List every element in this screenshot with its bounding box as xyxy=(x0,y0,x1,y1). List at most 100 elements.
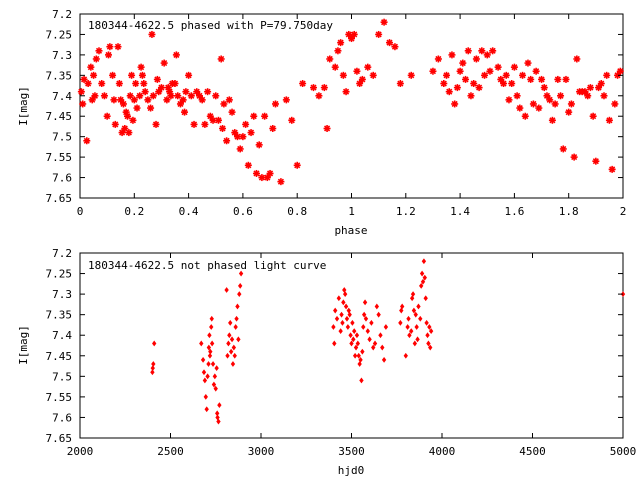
data-point xyxy=(589,112,597,120)
data-point xyxy=(199,340,204,347)
data-point xyxy=(351,336,356,343)
data-point xyxy=(358,356,363,363)
data-point xyxy=(414,324,419,330)
y-tick-label: 7.65 xyxy=(46,432,73,445)
data-point xyxy=(242,120,250,128)
data-point xyxy=(605,116,613,124)
data-point xyxy=(353,67,361,75)
data-point xyxy=(209,340,215,347)
data-point xyxy=(412,340,418,347)
data-point xyxy=(225,352,230,359)
data-point xyxy=(124,112,132,120)
data-point xyxy=(215,410,220,417)
x-tick-label: 0.2 xyxy=(124,205,144,218)
data-point xyxy=(419,282,424,289)
x-tick-label: 5000 xyxy=(610,445,637,458)
data-point xyxy=(334,315,340,322)
y-tick-label: 7.2 xyxy=(52,247,72,260)
data-point xyxy=(209,324,214,330)
x-tick-label: 1.6 xyxy=(504,205,524,218)
data-point xyxy=(125,129,133,137)
data-point xyxy=(338,328,343,335)
data-point xyxy=(565,108,573,116)
data-point xyxy=(584,92,592,100)
data-point xyxy=(201,120,209,128)
data-point xyxy=(467,92,475,100)
data-point xyxy=(152,120,160,128)
data-point xyxy=(204,88,212,96)
data-point xyxy=(540,84,548,92)
data-point xyxy=(355,340,361,347)
data-point xyxy=(255,141,263,149)
data-point xyxy=(239,133,247,141)
data-point xyxy=(391,43,399,51)
data-point xyxy=(111,120,119,128)
data-point xyxy=(91,92,99,100)
x-tick-label: 2500 xyxy=(157,445,184,458)
data-point xyxy=(309,84,317,92)
data-point xyxy=(269,124,277,132)
data-point xyxy=(212,373,218,380)
data-point xyxy=(342,291,348,298)
y-tick-label: 7.4 xyxy=(52,90,72,103)
data-point xyxy=(586,84,594,92)
data-point xyxy=(181,108,189,116)
data-point xyxy=(380,344,385,351)
y-tick-label: 7.6 xyxy=(52,172,72,185)
data-point xyxy=(198,96,206,104)
data-point xyxy=(87,63,95,71)
data-point xyxy=(150,365,155,372)
data-point xyxy=(244,161,252,169)
chart-title: 180344-4622.5 phased with P=79.750day xyxy=(88,19,333,32)
data-point xyxy=(331,63,339,71)
y-tick-label: 7.3 xyxy=(52,49,72,62)
data-point xyxy=(277,178,285,186)
data-point xyxy=(354,332,360,339)
data-point xyxy=(364,63,372,71)
data-point xyxy=(263,174,271,182)
data-points xyxy=(77,18,624,186)
data-point xyxy=(187,92,195,100)
data-point xyxy=(440,80,448,88)
data-point xyxy=(345,324,351,330)
data-point xyxy=(136,92,144,100)
data-point xyxy=(616,67,624,75)
data-point xyxy=(340,319,345,326)
y-tick-label: 7.25 xyxy=(46,28,73,41)
y-tick-label: 7.35 xyxy=(46,309,73,322)
x-axis-label: hjd0 xyxy=(338,464,365,477)
data-point xyxy=(179,96,187,104)
data-point xyxy=(209,116,217,124)
data-point xyxy=(238,282,243,289)
data-point xyxy=(419,270,425,277)
data-point xyxy=(527,75,535,83)
data-point xyxy=(519,71,527,79)
data-point xyxy=(443,71,451,79)
data-point xyxy=(424,319,429,326)
data-point xyxy=(153,75,161,83)
data-point xyxy=(208,348,213,355)
data-point xyxy=(378,332,383,339)
data-point xyxy=(223,137,231,145)
data-point xyxy=(592,157,600,165)
x-tick-label: 0 xyxy=(77,205,84,218)
data-point xyxy=(396,80,404,88)
data-point xyxy=(229,336,235,343)
data-point xyxy=(238,270,244,277)
y-tick-label: 7.25 xyxy=(46,268,73,281)
data-point xyxy=(407,332,412,339)
data-point xyxy=(228,108,236,116)
data-point xyxy=(233,324,238,330)
data-point xyxy=(360,348,365,355)
y-axis-label: I[mag] xyxy=(17,325,30,365)
data-point xyxy=(434,55,442,63)
data-point xyxy=(428,328,434,335)
data-point xyxy=(516,104,524,112)
data-point xyxy=(426,340,431,347)
data-point xyxy=(505,96,513,104)
data-point xyxy=(508,80,516,88)
data-point xyxy=(543,92,551,100)
data-point xyxy=(429,67,437,75)
data-point xyxy=(331,324,336,330)
x-tick-label: 4000 xyxy=(429,445,456,458)
